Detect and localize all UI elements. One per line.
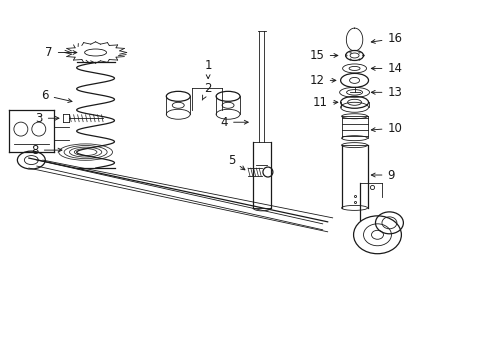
Text: 6: 6 [41, 89, 72, 103]
Text: 4: 4 [220, 116, 248, 129]
Text: 12: 12 [309, 74, 335, 87]
Text: 14: 14 [370, 62, 402, 75]
Text: 13: 13 [370, 86, 402, 99]
Text: 7: 7 [45, 46, 77, 59]
Text: 9: 9 [370, 168, 394, 181]
Text: 10: 10 [370, 122, 402, 135]
Text: 8: 8 [31, 144, 62, 157]
Text: 3: 3 [35, 112, 59, 125]
Text: 16: 16 [370, 32, 402, 45]
Text: 1: 1 [204, 59, 211, 78]
Text: 5: 5 [227, 154, 244, 170]
Text: 11: 11 [312, 96, 337, 109]
Text: 15: 15 [309, 49, 337, 62]
Text: 2: 2 [202, 82, 211, 100]
